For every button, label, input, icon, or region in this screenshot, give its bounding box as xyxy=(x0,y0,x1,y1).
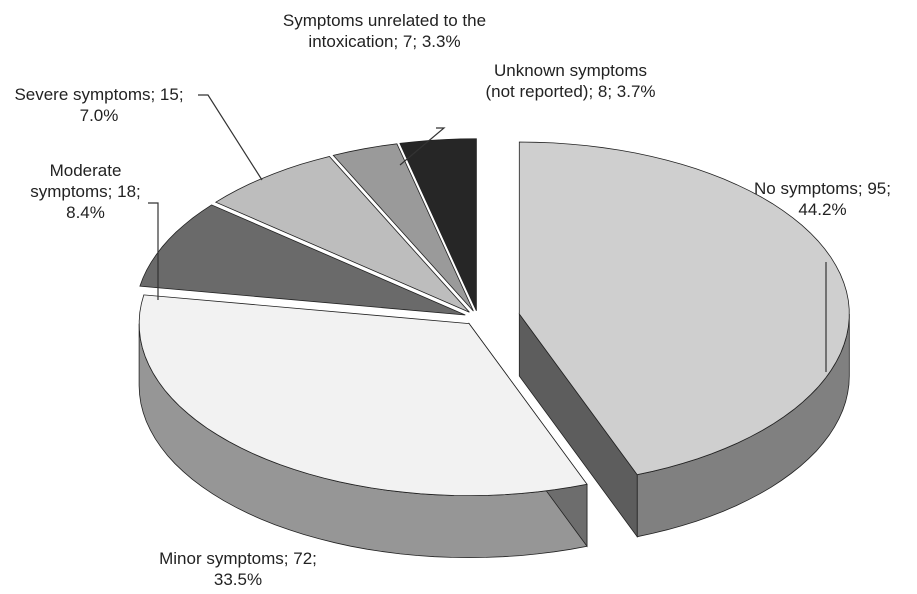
pie-slice xyxy=(332,143,474,312)
slice-label: Symptoms unrelated to the intoxication; … xyxy=(282,11,487,51)
pie-slice xyxy=(138,294,588,497)
slice-label: Moderate symptoms; 18; 8.4% xyxy=(30,161,141,222)
leader-lines xyxy=(148,94,827,372)
pie-tops xyxy=(138,138,850,497)
slice-label: Minor symptoms; 72; 33.5% xyxy=(159,549,317,589)
slice-label: Severe symptoms; 15; 7.0% xyxy=(14,85,184,125)
pie-slice xyxy=(518,141,850,476)
pie-slice xyxy=(399,138,477,311)
leader-line xyxy=(198,94,263,181)
leader-line xyxy=(148,202,159,300)
leader-line xyxy=(399,127,446,166)
pie-slice xyxy=(214,156,470,313)
slice-label: No symptoms; 95; 44.2% xyxy=(754,179,891,219)
slice-label: Unknown symptoms (not reported); 8; 3.7% xyxy=(485,61,656,101)
pie-slice xyxy=(139,204,466,316)
